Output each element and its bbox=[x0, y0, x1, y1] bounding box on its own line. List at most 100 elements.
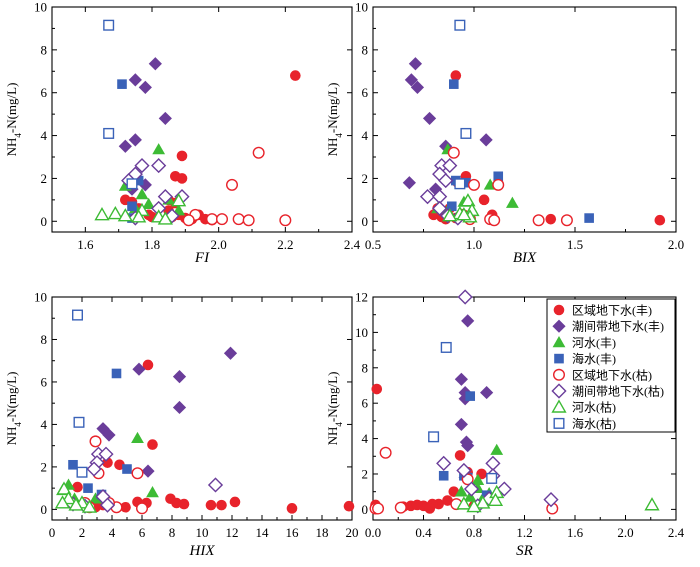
data-point bbox=[76, 466, 88, 478]
data-point bbox=[644, 497, 660, 511]
y-tick-label: 6 bbox=[41, 374, 48, 389]
data-point bbox=[122, 464, 132, 474]
data-point bbox=[468, 178, 481, 191]
legend-label: 海水(枯) bbox=[572, 416, 616, 431]
data-point bbox=[402, 176, 416, 190]
y-tick-label: 6 bbox=[362, 396, 369, 411]
data-point bbox=[460, 193, 476, 207]
x-tick-label: 0.8 bbox=[466, 525, 482, 540]
x-tick-label: 2.4 bbox=[344, 237, 361, 252]
data-point bbox=[176, 150, 188, 162]
legend-item: 区域地下水(枯) bbox=[553, 367, 652, 382]
x-tick-label: 4 bbox=[109, 525, 116, 540]
data-point bbox=[99, 497, 116, 513]
data-point bbox=[176, 173, 188, 184]
data-point bbox=[215, 213, 228, 226]
series-5 bbox=[436, 289, 559, 514]
data-point bbox=[447, 146, 460, 159]
data-point bbox=[456, 207, 472, 221]
data-point bbox=[205, 213, 218, 226]
data-point bbox=[128, 73, 142, 87]
data-point bbox=[94, 207, 110, 221]
legend-item: 河水(丰) bbox=[552, 336, 616, 350]
y-axis-label: NH4-N(mg/L) bbox=[4, 83, 23, 157]
scatter-panel-sr: 0.0 0.4 0.8 1.2 1.6 2.0 2.4 0 2 4 6 8 10 12 SR NH4-N(mg… bbox=[325, 289, 685, 559]
data-point bbox=[379, 446, 392, 459]
legend-item: 潮间带地下水(丰) bbox=[552, 319, 664, 334]
x-tick-label: 10 bbox=[196, 525, 209, 540]
data-point bbox=[286, 503, 298, 514]
legend-label: 河水(枯) bbox=[572, 400, 616, 415]
x-tick-label: 1.5 bbox=[567, 237, 583, 252]
data-point bbox=[408, 57, 423, 71]
legend-label: 潮间带地下水(丰) bbox=[572, 319, 664, 334]
x-tick-label: 0 bbox=[49, 525, 56, 540]
legend-box bbox=[546, 298, 676, 433]
data-point bbox=[131, 431, 144, 444]
y-axis-label: NH4-N(mg/L) bbox=[325, 83, 344, 157]
data-point bbox=[456, 462, 472, 479]
y-tick-label: 2 bbox=[362, 466, 369, 481]
x-tick-label: 1.0 bbox=[466, 237, 482, 252]
series-7 bbox=[454, 19, 472, 190]
data-point bbox=[439, 139, 453, 153]
data-point bbox=[114, 459, 125, 471]
x-axis-label: FI bbox=[194, 250, 210, 266]
legend-label: 区域地下水(枯) bbox=[572, 367, 652, 382]
data-point bbox=[463, 481, 480, 497]
data-point bbox=[73, 416, 85, 428]
legend-label: 潮间带地下水(枯) bbox=[572, 384, 664, 399]
data-point bbox=[461, 177, 471, 188]
y-tick-label: 8 bbox=[41, 42, 48, 57]
y-tick-label: 10 bbox=[355, 325, 368, 340]
data-point bbox=[492, 178, 505, 191]
series-1 bbox=[454, 314, 494, 485]
data-point bbox=[454, 19, 466, 31]
x-tick-label: 1.6 bbox=[77, 237, 94, 252]
y-tick-label: 4 bbox=[41, 128, 48, 143]
legend-item: 海水(丰) bbox=[554, 351, 616, 366]
x-axis-label: BIX bbox=[513, 250, 537, 266]
data-point bbox=[96, 422, 110, 436]
data-point bbox=[171, 193, 187, 207]
data-point bbox=[466, 498, 482, 513]
data-point bbox=[131, 467, 144, 480]
data-point bbox=[475, 495, 491, 509]
data-point bbox=[457, 289, 473, 305]
data-point bbox=[438, 172, 454, 189]
plot-frame bbox=[51, 296, 353, 521]
x-tick-label: 0.5 bbox=[365, 237, 381, 252]
data-point bbox=[454, 450, 466, 461]
x-tick-label: 6 bbox=[139, 525, 146, 540]
legend-label: 区域地下水(丰) bbox=[572, 304, 652, 318]
data-point bbox=[138, 80, 152, 94]
data-point bbox=[135, 502, 148, 515]
data-point bbox=[480, 385, 494, 400]
series-7 bbox=[428, 341, 498, 484]
data-point bbox=[436, 455, 452, 471]
data-point bbox=[135, 188, 149, 200]
x-tick-label: 14 bbox=[256, 525, 270, 540]
data-point bbox=[103, 127, 115, 139]
legend-marker bbox=[551, 399, 567, 413]
data-point bbox=[142, 197, 156, 209]
data-point bbox=[654, 214, 666, 226]
data-point bbox=[157, 189, 173, 205]
x-axis-label: SR bbox=[516, 543, 533, 559]
data-point bbox=[465, 391, 476, 401]
data-point bbox=[442, 208, 458, 222]
data-point bbox=[432, 200, 448, 217]
y-tick-label: 10 bbox=[355, 0, 368, 15]
y-tick-label: 0 bbox=[362, 502, 369, 517]
y-tick-label: 4 bbox=[362, 431, 369, 446]
x-tick-label: 0.4 bbox=[415, 525, 432, 540]
legend-marker bbox=[553, 417, 565, 429]
data-point bbox=[131, 209, 147, 223]
data-point bbox=[128, 133, 142, 147]
data-point bbox=[127, 201, 137, 212]
data-point bbox=[158, 111, 172, 126]
data-point bbox=[446, 201, 457, 212]
data-point bbox=[172, 370, 187, 384]
data-point bbox=[141, 464, 155, 478]
x-tick-label: 2 bbox=[79, 525, 86, 540]
